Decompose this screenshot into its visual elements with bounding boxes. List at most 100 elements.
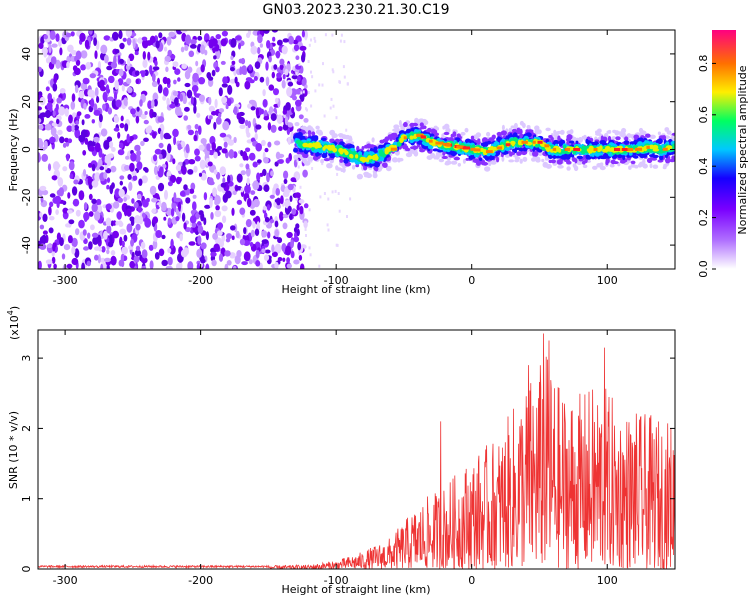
signal-peak <box>552 147 557 151</box>
noise-blob <box>185 143 190 154</box>
noise-blob <box>215 116 222 125</box>
noise-blob <box>110 61 118 69</box>
signal-cell <box>652 148 660 152</box>
noise-blob <box>175 207 179 216</box>
noise-blob <box>227 84 233 95</box>
noise-blob <box>114 80 119 90</box>
noise-blob <box>113 115 120 123</box>
noise-blob <box>155 230 163 238</box>
noise-blob <box>299 45 307 51</box>
noise-blob <box>126 78 132 85</box>
noise-blob <box>230 67 235 72</box>
noise-blob <box>143 119 149 125</box>
signal-cell <box>402 144 406 149</box>
noise-blob <box>271 71 275 79</box>
noise-blob <box>140 140 145 147</box>
colorbar-tick-label: 0.2 <box>697 209 710 227</box>
noise-blob <box>59 237 64 247</box>
noise-blob <box>99 79 105 88</box>
noise-speck <box>318 264 321 268</box>
noise-blob <box>94 87 99 97</box>
noise-blob <box>236 173 243 183</box>
signal-cell <box>514 146 520 151</box>
signal-peak <box>417 133 424 137</box>
noise-blob <box>270 113 277 122</box>
noise-blob <box>39 96 46 106</box>
noise-blob <box>131 198 135 204</box>
noise-blob <box>110 255 117 266</box>
noise-blob <box>220 60 226 65</box>
noise-blob <box>166 78 171 85</box>
noise-blob <box>69 173 74 179</box>
noise-blob <box>284 187 290 196</box>
noise-blob <box>86 260 92 267</box>
noise-blob <box>41 153 48 162</box>
noise-blob <box>303 118 309 123</box>
signal-peak <box>627 148 634 151</box>
signal-cell <box>409 135 414 140</box>
noise-blob <box>175 164 182 172</box>
noise-blob <box>282 222 288 230</box>
signal-cell <box>405 128 412 134</box>
signal-cell <box>351 164 356 170</box>
signal-cell <box>607 129 612 134</box>
noise-blob <box>296 228 300 237</box>
signal-cell <box>391 157 399 163</box>
noise-blob <box>282 257 286 262</box>
signal-cell <box>372 155 378 160</box>
noise-blob <box>190 39 197 45</box>
signal-peak <box>565 148 571 151</box>
signal-cell <box>651 152 655 158</box>
noise-blob <box>107 241 114 248</box>
noise-blob <box>130 218 135 226</box>
noise-blob <box>91 203 98 213</box>
signal-cell <box>344 150 349 156</box>
noise-blob <box>88 145 95 152</box>
noise-blob <box>164 189 168 200</box>
noise-speck <box>318 83 321 87</box>
noise-blob <box>117 220 123 226</box>
noise-blob <box>232 265 237 269</box>
signal-cell <box>500 130 507 136</box>
noise-blob <box>165 66 169 73</box>
signal-peak <box>496 146 503 150</box>
noise-blob <box>71 124 75 133</box>
noise-blob <box>54 195 62 204</box>
noise-blob <box>152 92 159 102</box>
noise-blob <box>51 175 58 181</box>
noise-blob <box>142 39 149 49</box>
noise-blob <box>74 55 78 62</box>
colorbar-tick-label: 0.6 <box>697 106 710 124</box>
noise-speck <box>331 68 334 72</box>
noise-blob <box>249 241 254 247</box>
noise-blob <box>83 246 89 251</box>
signal-peak <box>662 147 668 151</box>
noise-blob <box>106 136 113 143</box>
noise-blob <box>285 102 291 111</box>
noise-blob <box>193 134 198 142</box>
noise-blob <box>83 102 87 110</box>
noise-speck <box>321 162 324 166</box>
noise-blob <box>197 225 204 234</box>
noise-blob <box>131 170 137 176</box>
signal-cell <box>592 165 598 170</box>
noise-blob <box>247 120 251 129</box>
signal-cell <box>646 157 653 164</box>
noise-blob <box>102 104 106 111</box>
noise-blob <box>218 108 225 113</box>
noise-speck <box>343 75 346 79</box>
signal-cell <box>331 133 335 139</box>
noise-blob <box>83 202 88 210</box>
noise-blob <box>81 119 85 126</box>
noise-speck <box>295 72 298 76</box>
signal-cell <box>599 165 606 171</box>
noise-blob <box>94 50 98 60</box>
snr-data <box>38 333 675 569</box>
noise-blob <box>226 233 232 240</box>
signal-cell <box>323 158 330 162</box>
noise-blob <box>39 224 45 230</box>
noise-blob <box>282 74 286 80</box>
noise-blob <box>89 73 97 79</box>
snr-y-ticks: 0 1 2 3 <box>20 355 675 573</box>
signal-cell <box>609 163 615 168</box>
